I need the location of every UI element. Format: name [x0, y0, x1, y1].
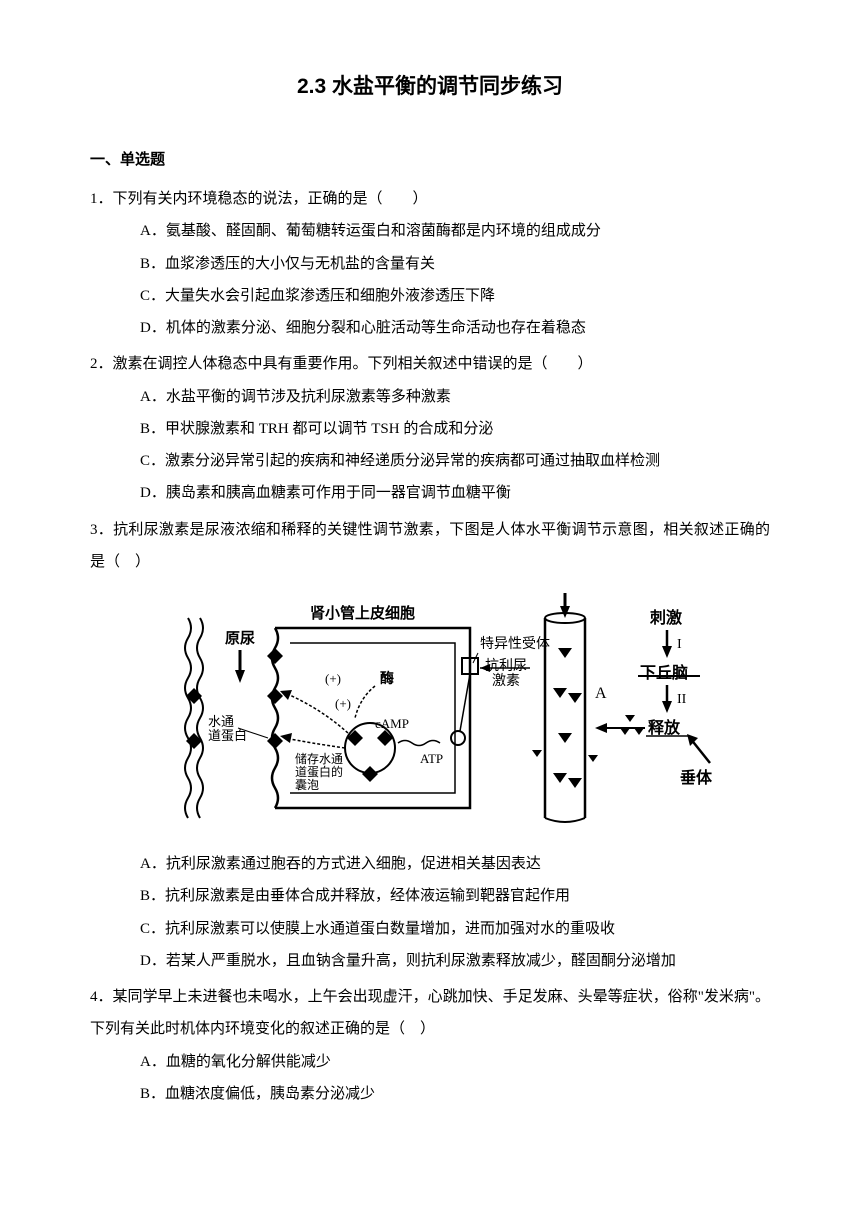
aquaporin-icons — [267, 648, 283, 749]
label-camp: cAMP — [375, 716, 409, 731]
label-aquaporin1: 水通 — [208, 714, 234, 729]
q1-stem: 1．下列有关内环境稳态的说法，正确的是（ ） — [90, 183, 770, 215]
label-yuanNiao: 原尿 — [225, 630, 255, 647]
question-1: 1．下列有关内环境稳态的说法，正确的是（ ） A．氨基酸、醛固酮、葡萄糖转运蛋白… — [90, 183, 770, 344]
q1-option-c: C．大量失水会引起血浆渗透压和细胞外液渗透压下降 — [90, 280, 770, 312]
label-vesicle3: 囊泡 — [295, 777, 319, 792]
question-2: 2．激素在调控人体稳态中具有重要作用。下列相关叙述中错误的是（ ） A．水盐平衡… — [90, 348, 770, 509]
q2-option-a: A．水盐平衡的调节涉及抗利尿激素等多种激素 — [90, 381, 770, 413]
q2-option-d: D．胰岛素和胰高血糖素可作用于同一器官调节血糖平衡 — [90, 477, 770, 509]
label-A: A — [595, 685, 607, 702]
q1-option-b: B．血浆渗透压的大小仅与无机盐的含量有关 — [90, 248, 770, 280]
label-roman1: I — [677, 637, 682, 652]
label-plus2: (+) — [335, 696, 351, 711]
q1-option-d: D．机体的激素分泌、细胞分裂和心脏活动等生命活动也存在着稳态 — [90, 312, 770, 344]
label-atp: ATP — [420, 751, 443, 766]
water-balance-diagram: 原尿 肾小管上皮细胞 水通 道蛋白 — [180, 588, 720, 838]
label-plus1: (+) — [325, 671, 341, 686]
q2-option-b: B．甲状腺激素和 TRH 都可以调节 TSH 的合成和分泌 — [90, 413, 770, 445]
q4-stem: 4．某同学早上未进餐也未喝水，上午会出现虚汗，心跳加快、手足发麻、头晕等症状，俗… — [90, 981, 770, 1046]
q4-option-b: B．血糖浓度偏低，胰岛素分泌减少 — [90, 1078, 770, 1110]
section-header: 一、单选题 — [90, 148, 770, 169]
label-epithelial: 肾小管上皮细胞 — [310, 604, 415, 622]
question-4: 4．某同学早上未进餐也未喝水，上午会出现虚汗，心跳加快、手足发麻、头晕等症状，俗… — [90, 981, 770, 1110]
label-release: 释放 — [648, 718, 681, 737]
diagram: 原尿 肾小管上皮细胞 水通 道蛋白 — [180, 588, 720, 838]
question-3: 3．抗利尿激素是尿液浓缩和稀释的关键性调节激素，下图是人体水平衡调节示意图，相关… — [90, 514, 770, 978]
label-pituitary: 垂体 — [680, 768, 713, 787]
label-stimulus: 刺激 — [649, 608, 682, 627]
label-adh2: 激素 — [492, 672, 520, 689]
label-vesicle1: 储存水通 — [295, 751, 343, 766]
label-roman2: II — [677, 692, 687, 707]
label-hypothalamus: 下丘脑 — [640, 663, 688, 682]
label-receptor: 特异性受体 — [480, 636, 550, 652]
label-mei: 酶 — [380, 670, 394, 687]
q3-stem: 3．抗利尿激素是尿液浓缩和稀释的关键性调节激素，下图是人体水平衡调节示意图，相关… — [90, 514, 770, 579]
label-aquaporin2: 道蛋白 — [208, 728, 247, 743]
label-adh: 抗利尿 — [485, 658, 527, 674]
q1-option-a: A．氨基酸、醛固酮、葡萄糖转运蛋白和溶菌酶都是内环境的组成成分 — [90, 215, 770, 247]
q3-option-b: B．抗利尿激素是由垂体合成并释放，经体液运输到靶器官起作用 — [90, 880, 770, 912]
q4-option-a: A．血糖的氧化分解供能减少 — [90, 1046, 770, 1078]
q2-option-c: C．激素分泌异常引起的疾病和神经递质分泌异常的疾病都可通过抽取血样检测 — [90, 445, 770, 477]
q3-option-d: D．若某人严重脱水，且血钠含量升高，则抗利尿激素释放减少，醛固酮分泌增加 — [90, 945, 770, 977]
label-vesicle2: 道蛋白的 — [295, 764, 343, 779]
q2-stem: 2．激素在调控人体稳态中具有重要作用。下列相关叙述中错误的是（ ） — [90, 348, 770, 380]
q3-option-c: C．抗利尿激素可以使膜上水通道蛋白数量增加，进而加强对水的重吸收 — [90, 913, 770, 945]
q3-option-a: A．抗利尿激素通过胞吞的方式进入细胞，促进相关基因表达 — [90, 848, 770, 880]
page-title: 2.3 水盐平衡的调节同步练习 — [90, 70, 770, 100]
